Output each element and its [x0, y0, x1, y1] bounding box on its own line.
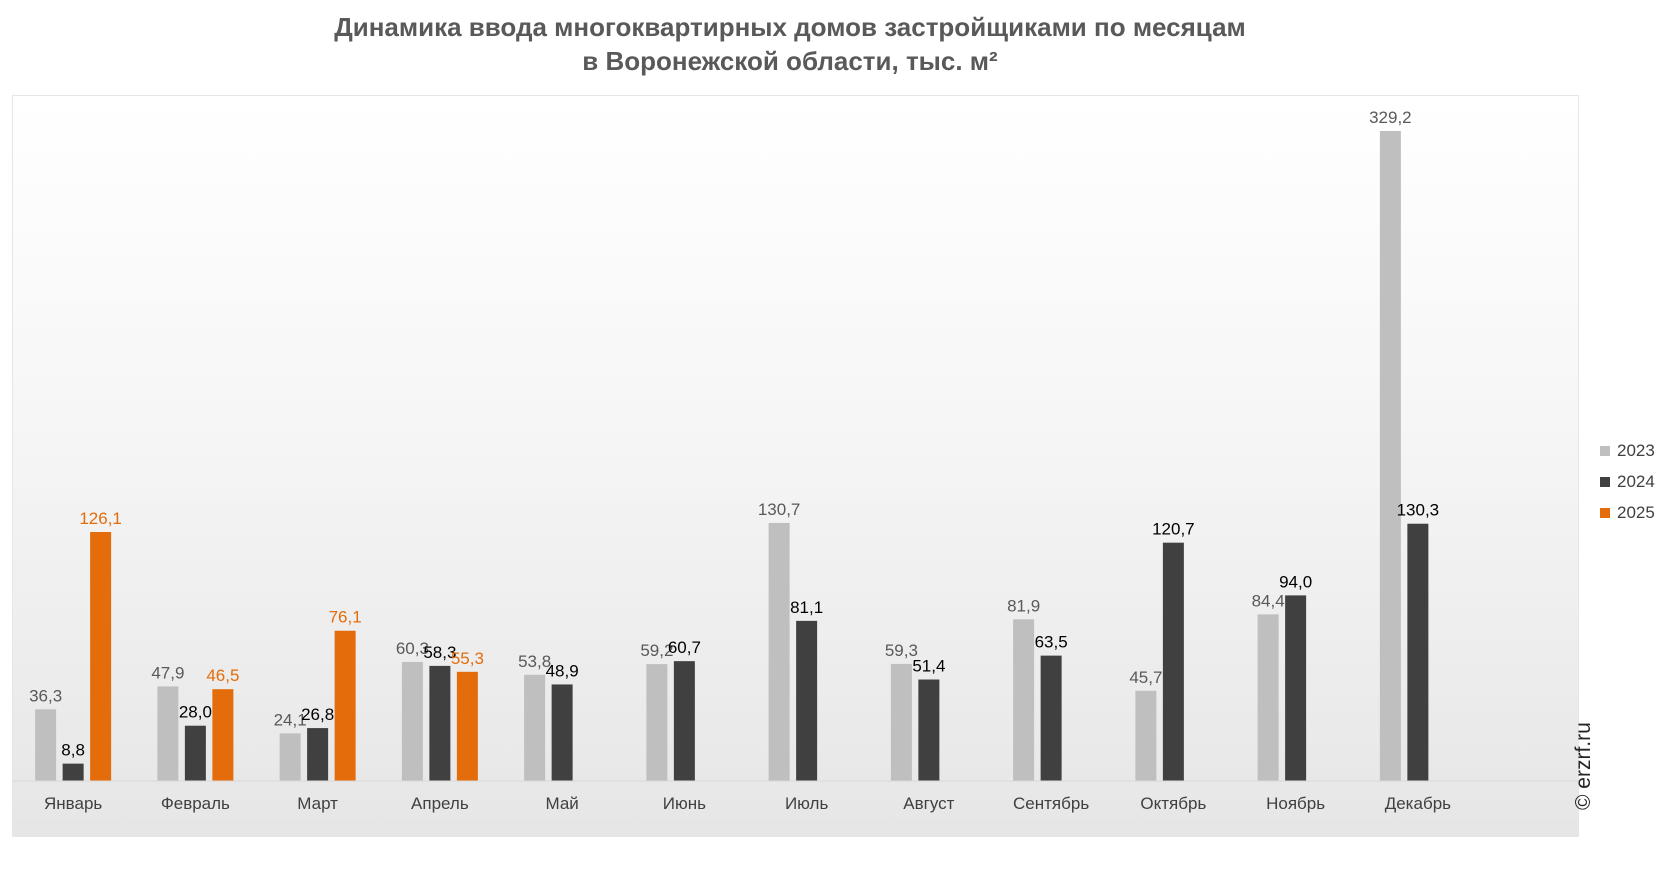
data-label-2023-декабрь: 329,2	[1369, 108, 1412, 127]
data-label-2023-март: 24,1	[274, 710, 307, 729]
data-labels-group: 36,3 8,8 126,1 47,9 28,0 46,5 24,126,8 76,1 60,3…	[29, 108, 1439, 760]
data-label-2023-июнь: 59,2	[640, 641, 673, 660]
data-label-2023-февраль: 47,9	[151, 663, 184, 682]
bar-2023-апрель	[401, 661, 423, 781]
x-tick-label: Март	[297, 794, 338, 813]
data-label-2023-апрель: 60,3	[396, 639, 429, 658]
legend-item-2025: 2025	[1600, 497, 1655, 528]
chart-title: Динамика ввода многоквартирных домов зас…	[334, 12, 1246, 42]
bar-2024-июнь	[673, 661, 695, 781]
legend-swatch-2024	[1600, 476, 1610, 487]
data-label-2024-март: 26,8	[301, 705, 334, 724]
bar-2023-май	[524, 674, 546, 781]
x-tick-label: Декабрь	[1385, 794, 1451, 813]
bars-group	[35, 131, 1429, 781]
legend-label-2025: 2025	[1617, 502, 1655, 522]
bar-2023-февраль	[157, 686, 179, 781]
data-label-2023-июль: 130,7	[758, 500, 801, 519]
plot-area	[12, 95, 1579, 837]
chart-title-block: Динамика ввода многоквартирных домов зас…	[0, 10, 1580, 78]
legend: 2023 2024 2025	[1600, 435, 1655, 528]
x-tick-label: Июнь	[663, 794, 706, 813]
watermark: © erzrf.ru	[1572, 722, 1595, 810]
bar-2023-ноябрь	[1257, 614, 1279, 781]
bar-2023-январь	[35, 709, 57, 781]
data-label-2024-февраль: 28,0	[179, 703, 212, 722]
bar-2023-июль	[768, 522, 790, 781]
bar-2023-август	[890, 663, 912, 781]
data-label-2023-август: 59,3	[885, 641, 918, 660]
bar-2025-январь	[90, 532, 112, 781]
data-label-2024-май: 48,9	[546, 661, 579, 680]
data-label-2024-июнь: 60,7	[668, 638, 701, 657]
bar-2024-март	[307, 728, 329, 781]
bar-2024-ноябрь	[1285, 595, 1307, 781]
bar-2024-апрель	[429, 665, 451, 781]
legend-swatch-2025	[1600, 507, 1610, 518]
legend-label-2023: 2023	[1617, 440, 1655, 460]
bar-2023-сентябрь	[1013, 619, 1035, 781]
data-label-2024-январь: 8,8	[61, 741, 85, 760]
data-label-2025-январь: 126,1	[79, 509, 122, 528]
data-label-2024-октябрь: 120,7	[1152, 520, 1195, 539]
bar-2024-январь	[62, 763, 84, 781]
bar-2024-май	[551, 684, 573, 781]
x-tick-label: Сентябрь	[1013, 794, 1089, 813]
bar-2024-август	[918, 679, 940, 781]
data-label-2023-ноябрь: 84,4	[1252, 591, 1285, 610]
data-label-2024-сентябрь: 63,5	[1035, 633, 1068, 652]
legend-swatch-2023	[1600, 445, 1610, 456]
legend-label-2024: 2024	[1617, 471, 1655, 491]
data-label-2024-декабрь: 130,3	[1397, 501, 1440, 520]
bar-2025-март	[334, 630, 356, 781]
x-tick-label: Апрель	[411, 794, 469, 813]
x-tick-label: Ноябрь	[1266, 794, 1325, 813]
x-tick-label: Май	[545, 794, 578, 813]
bar-2024-декабрь	[1407, 523, 1429, 781]
bar-2025-апрель	[456, 671, 478, 781]
x-tick-label: Январь	[44, 794, 102, 813]
x-tick-label: Август	[903, 794, 954, 813]
data-label-2025-апрель: 55,3	[451, 649, 484, 668]
chart-subtitle: в Воронежской области, тыс. м²	[582, 46, 998, 76]
data-label-2023-январь: 36,3	[29, 686, 62, 705]
bar-2023-декабрь	[1379, 131, 1401, 781]
bar-2025-февраль	[212, 689, 234, 781]
legend-item-2023: 2023	[1600, 435, 1655, 466]
x-tick-label: Июль	[785, 794, 829, 813]
x-tick-label: Февраль	[161, 794, 230, 813]
bar-2023-март	[279, 733, 301, 781]
legend-item-2024: 2024	[1600, 466, 1655, 497]
data-label-2024-июль: 81,1	[790, 598, 823, 617]
data-label-2023-сентябрь: 81,9	[1007, 596, 1040, 615]
bar-2024-сентябрь	[1040, 655, 1062, 781]
data-label-2025-февраль: 46,5	[206, 666, 239, 685]
data-label-2024-апрель: 58,3	[423, 643, 456, 662]
data-label-2024-август: 51,4	[912, 657, 945, 676]
data-label-2023-октябрь: 45,7	[1129, 668, 1162, 687]
x-tick-label: Октябрь	[1140, 794, 1206, 813]
data-label-2023-май: 53,8	[518, 652, 551, 671]
bar-2024-октябрь	[1162, 542, 1184, 781]
bar-2024-февраль	[184, 725, 206, 781]
data-label-2024-ноябрь: 94,0	[1279, 572, 1312, 591]
bar-2024-июль	[796, 620, 818, 781]
bar-2023-октябрь	[1135, 690, 1157, 781]
data-label-2025-март: 76,1	[329, 608, 362, 627]
x-tick-labels-group: Январь Февраль Март Апрель Май Июнь Июль Август…	[44, 794, 1451, 813]
bar-2023-июнь	[646, 664, 668, 781]
